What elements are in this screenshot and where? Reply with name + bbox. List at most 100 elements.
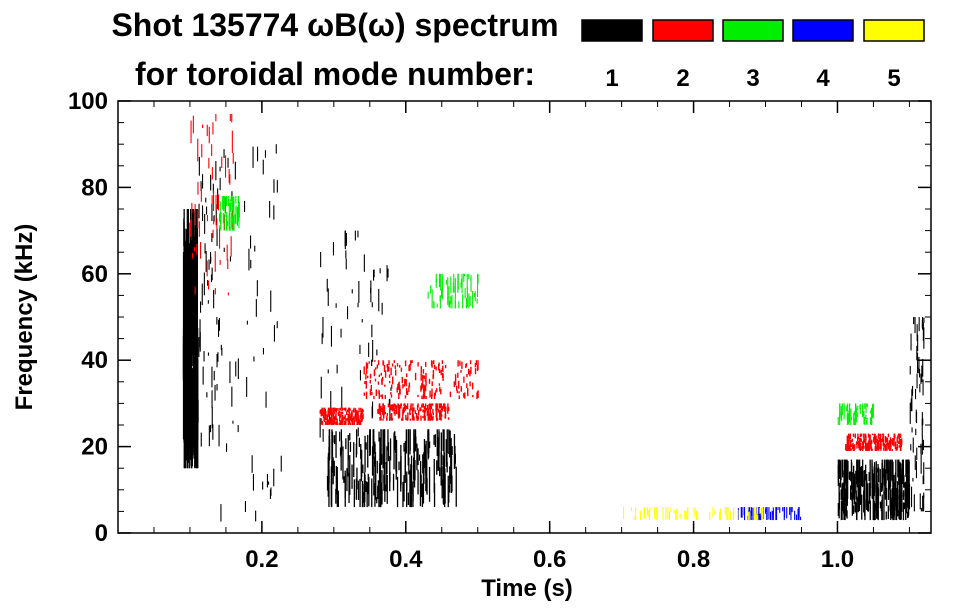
spectral-streak bbox=[380, 429, 382, 456]
spectral-streak bbox=[353, 479, 355, 508]
spectral-streak bbox=[747, 507, 749, 516]
spectral-streak bbox=[794, 510, 796, 520]
spectral-streak bbox=[644, 507, 646, 520]
spectral-streak bbox=[389, 413, 391, 417]
spectral-streak bbox=[920, 451, 922, 474]
spectral-streak bbox=[913, 494, 915, 512]
spectral-streak bbox=[414, 410, 417, 414]
y-tick-label: 20 bbox=[81, 434, 108, 461]
spectral-streak bbox=[441, 466, 443, 499]
spectral-streak bbox=[427, 429, 430, 455]
spectral-streak bbox=[851, 438, 853, 442]
spectral-streak bbox=[443, 429, 445, 469]
spectral-streak bbox=[419, 407, 421, 410]
spectral-streak bbox=[436, 388, 438, 392]
spectral-streak bbox=[427, 291, 429, 299]
spectral-streak bbox=[907, 511, 909, 519]
spectral-streak bbox=[361, 408, 363, 414]
spectral-streak bbox=[333, 407, 335, 413]
spectral-streak bbox=[439, 410, 441, 418]
spectrogram-data bbox=[182, 114, 925, 522]
spectral-streak bbox=[892, 461, 894, 479]
spectral-streak bbox=[420, 366, 422, 374]
spectral-streak bbox=[210, 256, 212, 262]
legend-label-mode-4: 4 bbox=[816, 65, 830, 92]
spectral-streak bbox=[347, 409, 349, 412]
spectral-streak bbox=[441, 406, 444, 412]
spectral-streak bbox=[871, 410, 873, 419]
legend-label-mode-5: 5 bbox=[887, 65, 900, 92]
spectral-streak bbox=[244, 200, 246, 212]
spectral-streak bbox=[873, 507, 875, 521]
spectral-streak bbox=[211, 195, 213, 205]
spectral-streak bbox=[884, 436, 887, 443]
y-axis: 0 20 40 60 80 100 bbox=[68, 88, 931, 547]
spectral-streak bbox=[791, 507, 793, 513]
spectral-streak bbox=[461, 361, 463, 369]
spectral-streak bbox=[254, 245, 256, 252]
spectral-streak bbox=[357, 230, 359, 238]
spectral-streak bbox=[436, 303, 438, 308]
spectral-streak bbox=[394, 409, 396, 416]
spectral-streak bbox=[206, 124, 208, 137]
spectral-streak bbox=[458, 380, 460, 389]
x-tick-label: 0.4 bbox=[389, 546, 423, 573]
spectral-streak bbox=[373, 270, 375, 281]
spectral-streak bbox=[897, 459, 899, 478]
spectral-streak bbox=[190, 219, 192, 238]
legend-swatch-mode-2 bbox=[652, 19, 714, 42]
spectral-streak bbox=[858, 459, 860, 489]
spectral-streak bbox=[321, 407, 323, 412]
spectral-streak bbox=[466, 383, 468, 389]
spectral-streak bbox=[391, 417, 393, 420]
spectral-streak bbox=[443, 452, 445, 479]
spectral-streak bbox=[923, 327, 925, 349]
spectral-streak bbox=[902, 490, 905, 497]
spectral-streak bbox=[855, 490, 857, 500]
spectral-streak bbox=[329, 416, 332, 420]
spectral-streak bbox=[216, 218, 218, 230]
spectral-streak bbox=[438, 403, 440, 409]
spectral-streak bbox=[384, 395, 386, 400]
spectral-streak bbox=[321, 410, 324, 417]
spectral-streak bbox=[256, 280, 258, 297]
spectral-streak bbox=[422, 374, 424, 383]
spectral-streak bbox=[373, 429, 375, 455]
spectral-streak bbox=[436, 410, 438, 419]
spectral-streak bbox=[413, 462, 415, 483]
spectral-streak bbox=[902, 502, 905, 521]
spectral-streak bbox=[366, 481, 368, 508]
spectral-streak bbox=[871, 433, 874, 435]
spectral-streak bbox=[208, 157, 210, 169]
spectral-streak bbox=[191, 202, 193, 214]
spectral-streak bbox=[697, 512, 699, 520]
spectral-streak bbox=[405, 414, 407, 421]
spectral-streak bbox=[771, 510, 773, 521]
spectral-streak bbox=[430, 403, 433, 410]
spectral-streak bbox=[409, 366, 411, 371]
spectral-streak bbox=[395, 406, 398, 415]
spectral-streak bbox=[199, 319, 201, 341]
spectral-streak bbox=[410, 360, 412, 366]
spectral-streak bbox=[364, 435, 366, 473]
spectral-streak bbox=[922, 475, 924, 485]
spectral-streak bbox=[364, 381, 366, 385]
spectral-streak bbox=[335, 431, 337, 458]
spectral-streak bbox=[400, 403, 402, 409]
spectral-streak bbox=[877, 440, 879, 447]
spectral-streak bbox=[454, 278, 456, 300]
spectral-streak bbox=[358, 422, 360, 425]
spectral-streak bbox=[341, 420, 343, 425]
spectral-streak bbox=[378, 374, 381, 377]
spectral-streak bbox=[391, 404, 393, 412]
spectral-streak bbox=[330, 391, 332, 411]
spectral-streak bbox=[197, 399, 199, 423]
spectral-streak bbox=[466, 287, 468, 307]
spectral-streak bbox=[378, 481, 380, 508]
spectral-streak bbox=[235, 196, 237, 204]
spectral-streak bbox=[190, 384, 192, 466]
spectral-streak bbox=[755, 513, 757, 520]
spectral-streak bbox=[474, 368, 477, 375]
spectral-streak bbox=[360, 407, 362, 412]
spectral-streak bbox=[795, 514, 797, 521]
